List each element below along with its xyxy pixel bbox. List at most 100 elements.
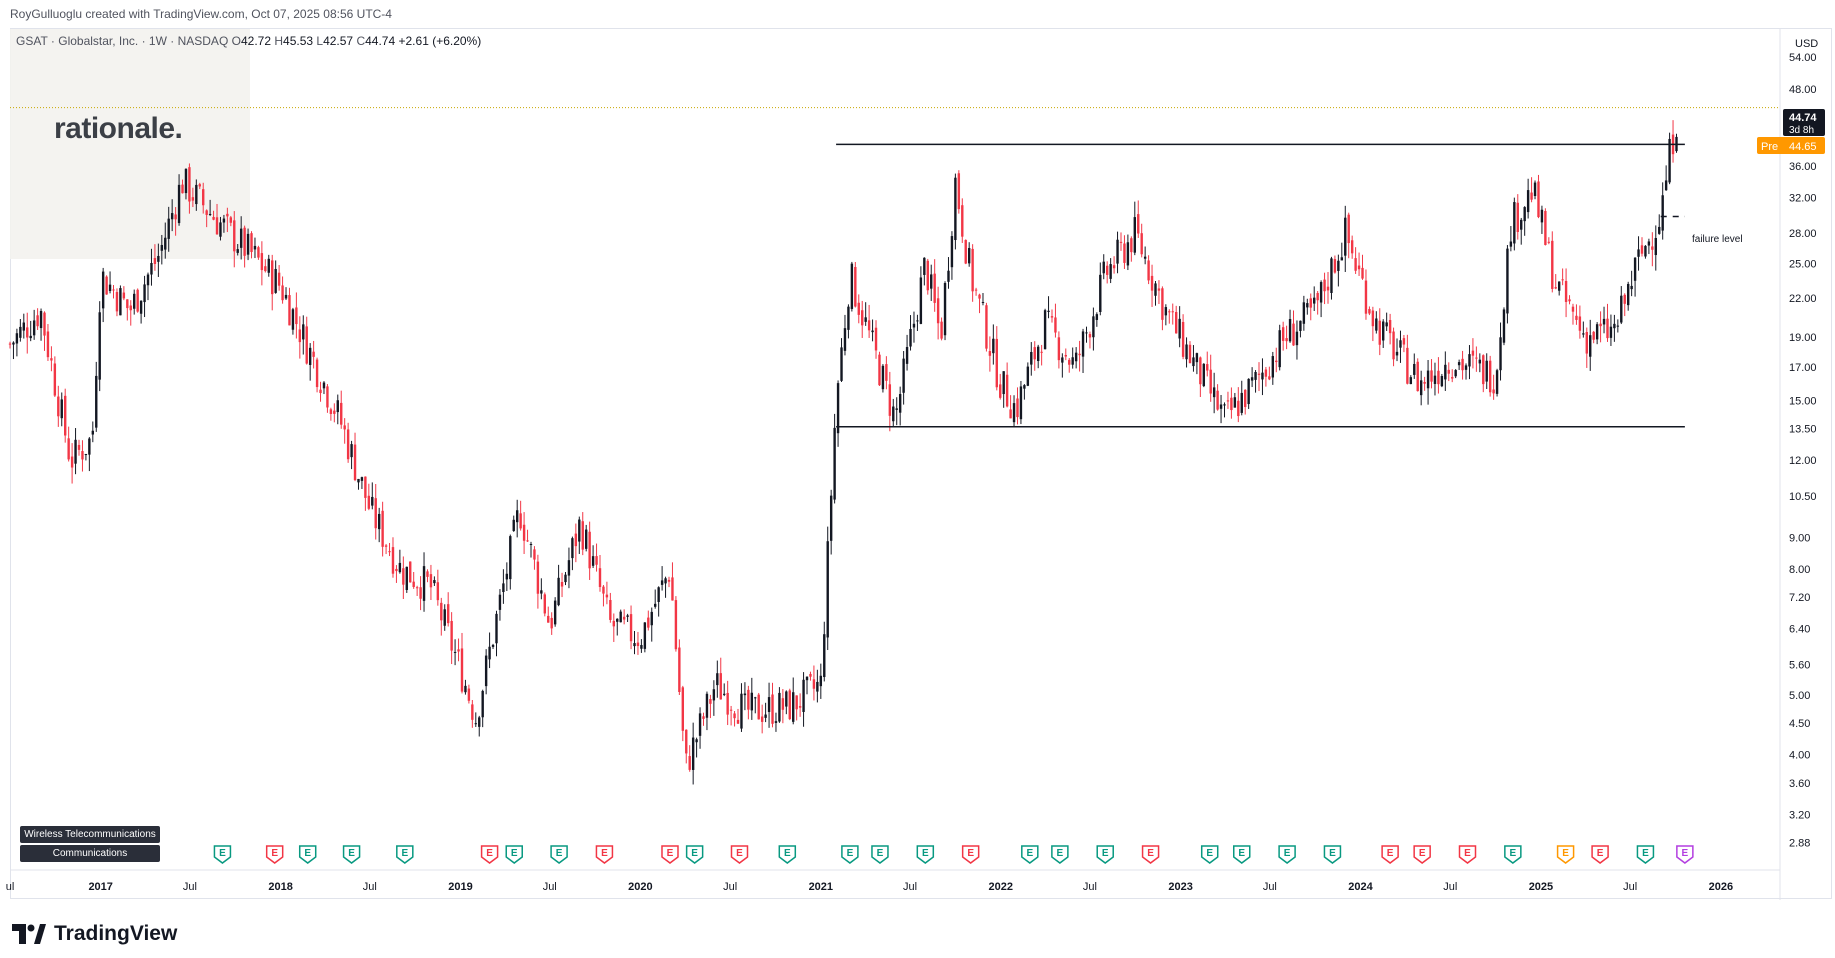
candle-body [1216, 390, 1219, 410]
earnings-marker[interactable]: E [916, 845, 935, 864]
earnings-marker[interactable]: E [1323, 845, 1342, 864]
candle-body [826, 541, 829, 638]
candle-body [1644, 245, 1647, 257]
candle-body [964, 239, 967, 264]
candle-body [1354, 258, 1357, 271]
candle-body [167, 218, 170, 239]
earnings-marker[interactable]: E [1278, 845, 1296, 864]
earnings-marker[interactable]: E [730, 845, 749, 864]
candle-body [246, 233, 250, 255]
earnings-marker[interactable]: E [1556, 845, 1575, 864]
candle-body [333, 410, 336, 414]
earnings-marker[interactable]: E [342, 845, 361, 864]
candle-body [1371, 310, 1375, 327]
candle-body [1226, 400, 1230, 402]
earnings-marker[interactable]: E [1504, 845, 1522, 864]
candle-body [1350, 240, 1354, 254]
price-tick-label: 2.88 [1789, 838, 1810, 850]
candle-body [584, 529, 588, 549]
candle-body [643, 622, 647, 649]
candle-body [1602, 318, 1606, 325]
candle-body [1047, 310, 1050, 312]
candle-body [322, 382, 326, 389]
candle-body [1116, 239, 1119, 264]
earnings-marker[interactable]: E [1021, 845, 1039, 864]
candle-body [243, 227, 246, 256]
earnings-marker[interactable]: E [1381, 845, 1399, 864]
candle-body [1223, 404, 1226, 406]
earnings-marker[interactable]: E [1413, 845, 1431, 864]
earnings-marker[interactable]: E [396, 845, 414, 864]
earnings-marker[interactable]: E [1676, 845, 1694, 864]
svg-text:E: E [1562, 848, 1569, 859]
earnings-marker[interactable]: E [1096, 845, 1114, 864]
candle-body [450, 620, 453, 651]
candle-body [108, 284, 112, 291]
candle-body [329, 409, 333, 414]
candle-body [785, 691, 788, 707]
earnings-marker[interactable]: E [1141, 845, 1160, 864]
candle-body [1043, 310, 1047, 350]
candle-body [881, 365, 885, 390]
candle-body [1620, 295, 1623, 323]
candle-body [709, 698, 712, 704]
tradingview-logo-icon [12, 924, 46, 944]
earnings-marker[interactable]: E [480, 845, 499, 864]
earnings-marker[interactable]: E [1458, 845, 1477, 864]
earnings-marker[interactable]: E [505, 845, 523, 864]
earnings-marker[interactable]: E [550, 845, 568, 864]
earnings-marker[interactable]: E [778, 845, 797, 864]
earnings-marker[interactable]: E [1233, 845, 1251, 864]
ohlc-high-label: H [274, 34, 284, 48]
earnings-marker[interactable]: E [1051, 845, 1069, 864]
industry-tag[interactable]: Wireless Telecommunications [20, 826, 160, 843]
earnings-marker[interactable]: E [1200, 845, 1219, 864]
candle-body [526, 540, 529, 542]
earnings-marker[interactable]: E [298, 845, 317, 864]
earnings-marker[interactable]: E [871, 845, 889, 864]
currency-label[interactable]: USD [1795, 38, 1818, 50]
candle-body [788, 690, 791, 720]
earnings-marker[interactable]: E [841, 845, 859, 864]
candle-body [1019, 386, 1023, 420]
candle-body [1606, 318, 1609, 339]
earnings-marker[interactable]: E [1591, 845, 1609, 864]
candle-body [971, 248, 974, 292]
candle-body [1288, 319, 1292, 342]
candle-body [150, 262, 153, 275]
price-tick-label: 5.60 [1789, 659, 1810, 671]
candle-body [1364, 280, 1368, 314]
candle-body [388, 551, 391, 553]
earnings-marker[interactable]: E [595, 845, 614, 864]
candle-body [1078, 353, 1081, 356]
candle-body [961, 205, 964, 237]
svg-text:E: E [348, 848, 355, 859]
earnings-marker[interactable]: E [685, 845, 704, 864]
candle-body [892, 406, 895, 422]
earnings-marker[interactable]: E [661, 845, 679, 864]
earnings-marker[interactable]: E [1636, 845, 1655, 864]
earnings-marker[interactable]: E [265, 845, 284, 864]
svg-text:E: E [922, 848, 929, 859]
candle-body [1502, 309, 1506, 343]
earnings-marker[interactable]: E [961, 845, 980, 864]
candle-body [67, 438, 70, 460]
earnings-marker[interactable]: E [213, 845, 232, 864]
candle-body [750, 692, 754, 711]
candle-body [402, 568, 405, 585]
price-tick-label: 48.00 [1789, 84, 1817, 96]
candle-body [854, 266, 857, 307]
sector-tag[interactable]: Communications [20, 845, 160, 862]
candle-body [622, 616, 626, 620]
candle-body [502, 583, 505, 593]
candle-body [1495, 370, 1499, 394]
time-tick-label: 2026 [1709, 881, 1733, 893]
candle-body [553, 600, 557, 625]
symbol-title[interactable]: GSAT · Globalstar, Inc. · 1W · NASDAQ [16, 34, 229, 48]
candle-body [1171, 311, 1174, 313]
svg-text:E: E [1642, 848, 1649, 859]
candle-body [239, 228, 243, 248]
candle-body [46, 331, 50, 358]
candle-body [522, 524, 526, 541]
